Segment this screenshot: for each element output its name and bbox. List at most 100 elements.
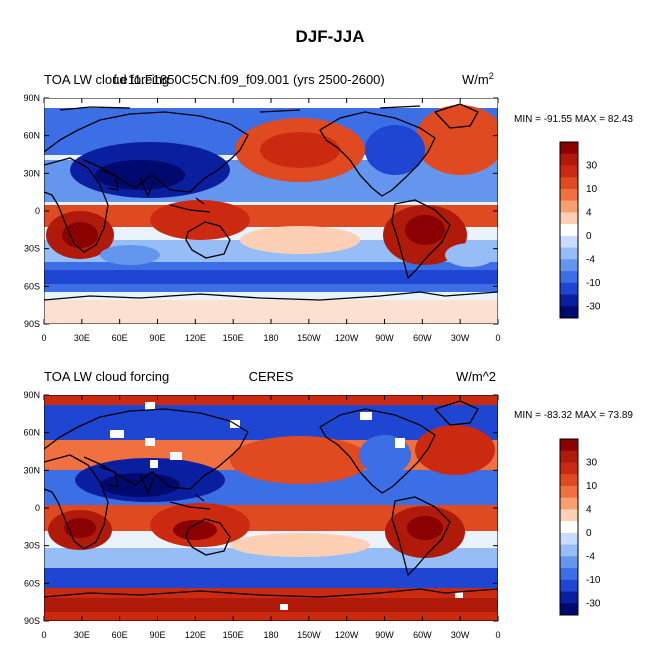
missing-patch [170, 452, 182, 460]
band-south-mid [44, 548, 498, 568]
lat-tick-label: 0 [35, 206, 40, 216]
south-pacific-pale [230, 533, 370, 557]
coast-greenland [434, 103, 479, 129]
colorbar-swatch [560, 579, 578, 592]
panel-units: W/m^2 [456, 369, 496, 384]
lon-tick-label: 60E [112, 630, 128, 640]
lon-tick-label: 30W [451, 630, 470, 640]
maritime-core [173, 520, 217, 540]
coast-south-america [391, 199, 451, 279]
lon-tick-label: 90W [375, 333, 394, 343]
lat-tick-label: 90N [23, 93, 40, 103]
panel-center-title: f.e11.F1850C5CN.f09_f09.001 (yrs 2500-26… [113, 72, 384, 87]
colorbar-label: -30 [586, 301, 601, 312]
colorbar-swatch [560, 247, 578, 260]
lon-tick-label: 120E [185, 333, 206, 343]
lat-tick-label: 90N [23, 390, 40, 400]
africa-core [62, 222, 98, 248]
colorbar-swatch [560, 177, 578, 190]
colorbar: 30 10 4 0 -4 -10 -30 [559, 438, 601, 616]
lon-tick-label: 30E [74, 630, 90, 640]
lon-tick-labels: 0 30E 60E 90E 120E 150E 180 150W 120W 90W 60W 30W 0 [41, 630, 500, 640]
colorbar-frame [559, 438, 579, 616]
lon-tick-label: 60W [413, 333, 432, 343]
colorbar-label: -4 [586, 551, 595, 562]
lat-tick-label: 90S [24, 319, 40, 329]
lon-tick-label: 150E [223, 630, 244, 640]
maritime-red [150, 200, 250, 240]
colorbar-swatch [560, 544, 578, 557]
lon-tick-label: 60W [413, 630, 432, 640]
colorbar-swatch [560, 497, 578, 510]
units-base: W/m^2 [456, 369, 496, 384]
colorbar-label: 0 [586, 231, 592, 242]
coast-africa [44, 454, 109, 550]
map-field [44, 98, 498, 324]
coast-eurasia [44, 408, 249, 490]
lon-tick-label: 120E [185, 630, 206, 640]
north-america-blue [365, 125, 425, 175]
units-base: W/m [462, 72, 489, 87]
colorbar-swatch [560, 294, 578, 307]
coast-africa [44, 157, 109, 253]
coast-indonesia [169, 494, 211, 510]
colorbar-swatch [560, 485, 578, 498]
lon-tick-label: 150W [297, 630, 321, 640]
colorbar-label: -4 [586, 254, 595, 265]
panel-stats: MIN = -83.32 MAX = 73.89 [514, 410, 633, 421]
colorbar-swatch [560, 509, 578, 522]
north-pacific-core [260, 132, 340, 168]
coast-australia [185, 518, 231, 556]
colorbar-label: 10 [586, 481, 598, 492]
colorbar-swatch [560, 212, 578, 225]
map-field [44, 395, 498, 621]
indian-ocean-blue [100, 245, 160, 265]
band-south-pole-deep [44, 598, 498, 612]
lon-tick-label: 120W [335, 333, 359, 343]
colorbar-swatch [560, 450, 578, 463]
colorbar-label: -10 [586, 278, 601, 289]
lon-tick-label: 60E [112, 333, 128, 343]
lon-tick-label: 90E [149, 630, 165, 640]
south-america-core [405, 215, 445, 245]
colorbar-label: -10 [586, 575, 601, 586]
lon-tick-label: 30E [74, 333, 90, 343]
lon-tick-label: 180 [263, 333, 278, 343]
north-pacific-red [230, 436, 370, 484]
south-america-core [407, 516, 443, 540]
lat-tick-label: 60N [23, 428, 40, 438]
colorbar-swatch [560, 142, 578, 155]
colorbar-swatch [560, 603, 578, 616]
colorbar-label: 4 [586, 504, 592, 515]
band-southern-ocean [44, 568, 498, 588]
lon-tick-label: 120W [335, 630, 359, 640]
coast-north-america [319, 408, 436, 494]
coast-arabia-india [99, 169, 155, 197]
colorbar-swatch [560, 306, 578, 319]
lat-tick-label: 30S [24, 244, 40, 254]
coast-australia [185, 221, 231, 259]
south-atlantic-blue [445, 243, 495, 267]
colorbar-swatch [560, 188, 578, 201]
lat-tick-label: 0 [35, 503, 40, 513]
colorbar-swatch [560, 556, 578, 569]
coast-south-america [391, 496, 451, 576]
lat-tick-label: 30S [24, 541, 40, 551]
colorbar-label: 30 [586, 457, 598, 468]
panel-center-title: CERES [249, 369, 294, 384]
lon-tick-label: 0 [41, 333, 46, 343]
lat-tick-labels: 90N 60N 30N 0 30S 60S 90S [23, 390, 40, 626]
lat-tick-label: 30N [23, 465, 40, 475]
colorbar-swatch [560, 568, 578, 581]
colorbar-swatch [560, 153, 578, 166]
asia-core [95, 160, 185, 190]
colorbar-swatch [560, 591, 578, 604]
africa-core [64, 518, 96, 538]
colorbar-label: -30 [586, 598, 601, 609]
missing-patch [455, 592, 463, 598]
colorbar-swatch [560, 521, 578, 534]
coast-north-america [319, 111, 436, 197]
colorbar-label: 10 [586, 184, 598, 195]
south-pacific-pale [240, 226, 360, 254]
